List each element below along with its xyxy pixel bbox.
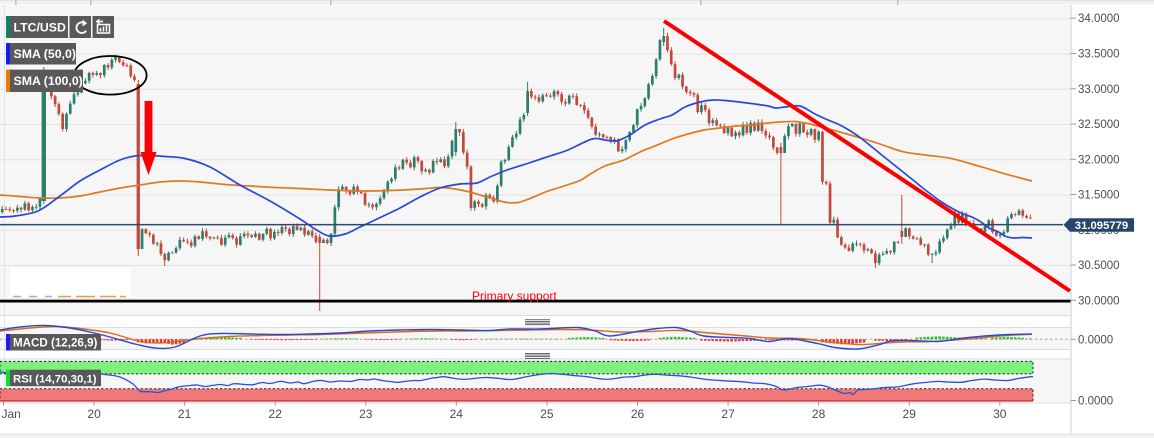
svg-text:31.5000: 31.5000 — [1078, 190, 1120, 202]
svg-text:LTC/USD: LTC/USD — [14, 21, 66, 35]
svg-text:25: 25 — [540, 407, 554, 421]
svg-text:22: 22 — [269, 407, 283, 421]
svg-text:21: 21 — [178, 407, 192, 421]
svg-text:29: 29 — [903, 407, 917, 421]
svg-text:SMA (50,0): SMA (50,0) — [14, 47, 76, 61]
svg-text:33.5000: 33.5000 — [1078, 49, 1120, 61]
svg-text:SMA (100,0): SMA (100,0) — [14, 74, 83, 88]
svg-text:27: 27 — [721, 407, 735, 421]
svg-text:28: 28 — [812, 407, 826, 421]
svg-text:Primary support: Primary support — [472, 289, 557, 303]
svg-text:30.5000: 30.5000 — [1078, 260, 1120, 272]
svg-text:RSI (14,70,30,1): RSI (14,70,30,1) — [13, 373, 97, 385]
svg-text:0.0000: 0.0000 — [1078, 396, 1113, 408]
svg-text:26: 26 — [631, 407, 645, 421]
svg-text:33.0000: 33.0000 — [1078, 84, 1120, 96]
svg-text:34.0000: 34.0000 — [1078, 13, 1120, 25]
svg-text:MACD (12,26,9): MACD (12,26,9) — [13, 337, 98, 350]
svg-text:Jan: Jan — [2, 407, 21, 421]
svg-text:23: 23 — [359, 407, 373, 421]
svg-text:0.0000: 0.0000 — [1078, 334, 1113, 346]
svg-text:31.095779: 31.095779 — [1075, 220, 1128, 232]
svg-text:30: 30 — [993, 407, 1007, 421]
svg-text:30.0000: 30.0000 — [1078, 295, 1120, 307]
svg-text:32.5000: 32.5000 — [1078, 119, 1120, 131]
svg-text:24: 24 — [450, 407, 464, 421]
svg-text:32.0000: 32.0000 — [1078, 154, 1120, 166]
svg-text:20: 20 — [87, 407, 101, 421]
